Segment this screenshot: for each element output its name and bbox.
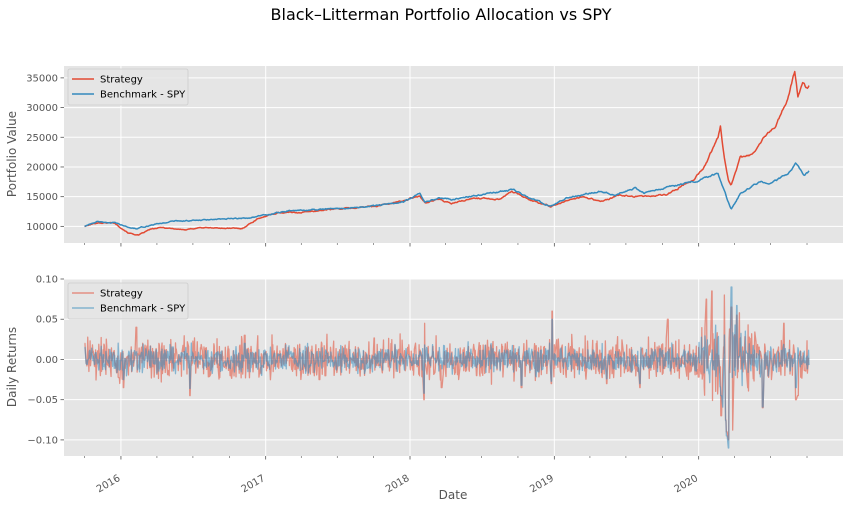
top-y-ticks: 10000 15000 20000 25000 30000 35000 [26,73,64,233]
y-tick-label: 35000 [26,73,58,84]
y-tick-label: 30000 [26,103,58,114]
daily-returns-panel: −0.10 −0.05 0.00 0.05 0.10 2016 2017 2018 2019 2… [5,275,843,495]
x-tick-label: 2016 [95,473,123,495]
y-tick-label: 20000 [26,162,58,173]
bottom-legend: Strategy Benchmark - SPY [67,282,189,320]
top-x-ticks [84,243,808,247]
y-tick-label: −0.10 [27,435,58,446]
bottom-y-axis-label: Daily Returns [5,327,19,407]
x-axis-label: Date [439,488,468,502]
y-tick-label: 0.05 [36,315,58,326]
bottom-series-group [84,286,810,449]
portfolio-value-panel: 10000 15000 20000 25000 30000 35000 Portfolio… [5,66,843,247]
x-tick-label: 2020 [673,473,701,495]
y-tick-label: 10000 [26,222,58,233]
top-plot-area [64,66,843,243]
series-line-benchmark [84,286,810,449]
x-tick-label: 2017 [240,473,268,495]
top-grid [64,66,843,243]
bottom-legend-frame [67,282,189,320]
chart-title: Black–Litterman Portfolio Allocation vs … [271,5,612,24]
top-legend: Strategy Benchmark - SPY [67,68,189,106]
top-series-group [84,70,810,236]
legend-label-benchmark: Benchmark - SPY [100,304,186,315]
y-tick-label: 25000 [26,133,58,144]
top-y-axis-label: Portfolio Value [5,111,19,197]
y-tick-label: 0.00 [36,355,58,366]
top-legend-frame [67,68,189,106]
y-tick-label: 15000 [26,192,58,203]
y-tick-label: 0.10 [36,275,58,286]
series-line-benchmark [84,162,810,230]
legend-label-benchmark: Benchmark - SPY [100,90,186,101]
bottom-y-ticks: −0.10 −0.05 0.00 0.05 0.10 [27,275,64,446]
x-tick-label: 2019 [528,473,556,495]
legend-label-strategy: Strategy [100,75,143,86]
legend-label-strategy: Strategy [100,289,143,300]
x-tick-label: 2018 [384,473,412,495]
y-tick-label: −0.05 [27,395,58,406]
